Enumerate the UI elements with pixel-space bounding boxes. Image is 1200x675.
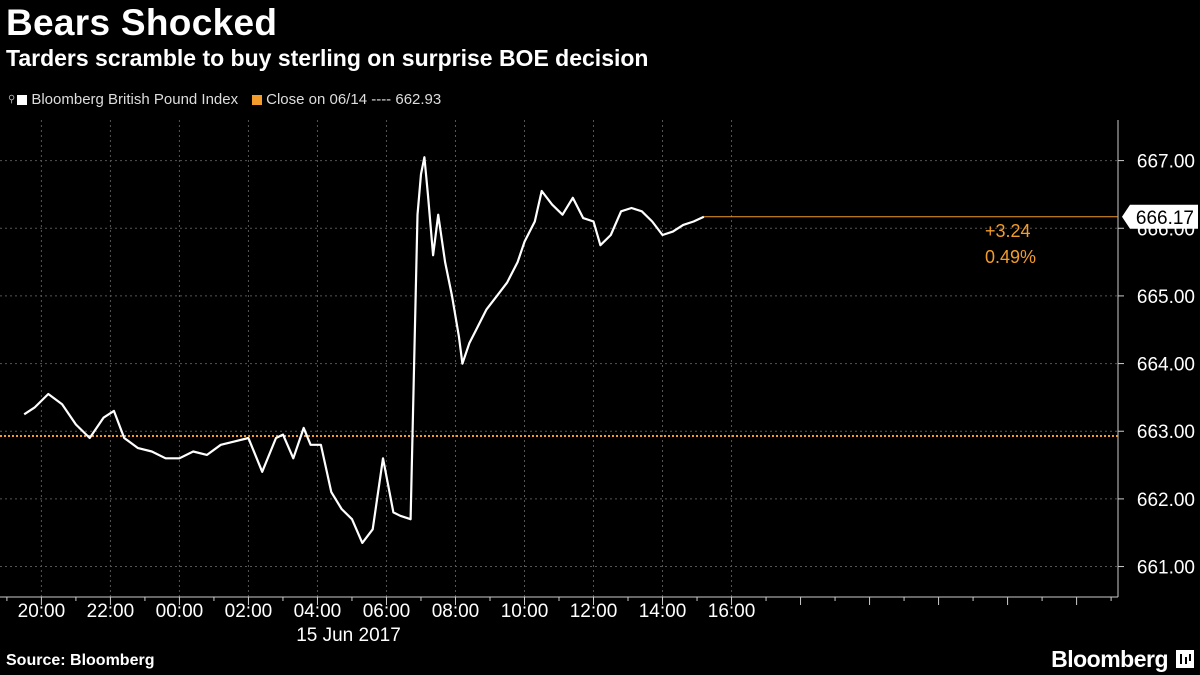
series-line <box>23 156 705 545</box>
legend-label-close: Close on 06/14 ---- 662.93 <box>266 91 442 108</box>
x-date-label: 15 Jun 2017 <box>296 625 401 646</box>
y-tick-label: 663.00 <box>1137 422 1195 443</box>
legend-item-series: ⚲ Bloomberg British Pound Index <box>8 91 238 108</box>
x-tick-label: 00:00 <box>156 601 204 622</box>
x-tick-label: 12:00 <box>570 601 618 622</box>
bloomberg-bars-icon <box>1176 650 1194 668</box>
x-tick-label: 16:00 <box>708 601 756 622</box>
x-tick-label: 08:00 <box>432 601 480 622</box>
legend-swatch-close <box>252 94 263 105</box>
x-tick-label: 04:00 <box>294 601 342 622</box>
x-tick-label: 20:00 <box>18 601 66 622</box>
y-tick-label: 661.00 <box>1137 558 1195 579</box>
x-tick-label: 10:00 <box>501 601 549 622</box>
legend-swatch-series <box>17 94 28 105</box>
y-tick-label: 665.00 <box>1137 287 1195 308</box>
chart-subtitle: Tarders scramble to buy sterling on surp… <box>6 45 649 71</box>
change-pct-label: 0.49% <box>985 247 1036 267</box>
pin-icon: ⚲ <box>8 94 16 105</box>
y-tick-label: 664.00 <box>1137 355 1195 376</box>
x-tick-label: 22:00 <box>87 601 135 622</box>
legend-item-close: Close on 06/14 ---- 662.93 <box>252 91 441 108</box>
x-tick-label: 06:00 <box>363 601 411 622</box>
change-abs-label: +3.24 <box>985 221 1031 241</box>
legend-label-series: Bloomberg British Pound Index <box>31 91 239 108</box>
y-tick-label: 667.00 <box>1137 152 1195 173</box>
last-value-label: 666.17 <box>1136 208 1194 229</box>
x-tick-label: 02:00 <box>225 601 273 622</box>
y-tick-label: 662.00 <box>1137 490 1195 511</box>
chart-title: Bears Shocked <box>6 2 278 43</box>
source-note: Source: Bloomberg <box>6 652 155 669</box>
brand-logo: Bloomberg <box>1051 646 1168 672</box>
x-tick-label: 14:00 <box>639 601 687 622</box>
last-value-callout <box>1122 204 1198 229</box>
legend: ⚲ Bloomberg British Pound Index Close on… <box>8 91 455 108</box>
